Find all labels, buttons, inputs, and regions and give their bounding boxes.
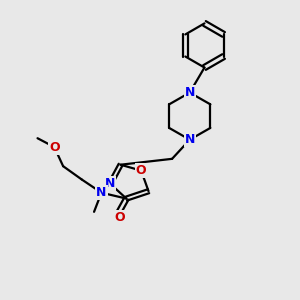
Text: O: O xyxy=(136,164,146,177)
Text: O: O xyxy=(49,141,60,154)
Text: N: N xyxy=(184,86,195,99)
Text: O: O xyxy=(114,211,125,224)
Text: N: N xyxy=(184,133,195,146)
Text: N: N xyxy=(96,186,106,199)
Text: N: N xyxy=(105,177,116,190)
